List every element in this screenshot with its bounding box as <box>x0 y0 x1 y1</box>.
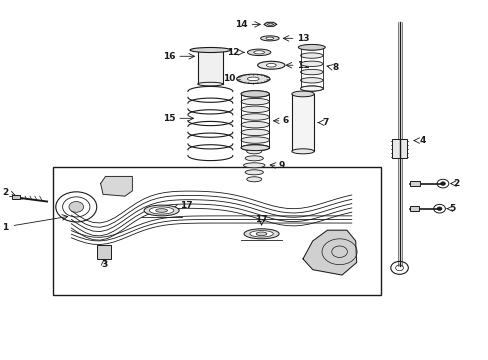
Bar <box>12 195 20 199</box>
Bar <box>97 245 111 259</box>
Text: 17: 17 <box>180 201 192 210</box>
Bar <box>391 139 407 158</box>
Ellipse shape <box>244 156 263 161</box>
Text: 14: 14 <box>235 20 247 29</box>
Ellipse shape <box>266 63 276 67</box>
Ellipse shape <box>241 91 269 97</box>
Ellipse shape <box>244 229 279 239</box>
Ellipse shape <box>241 145 269 150</box>
Text: 4: 4 <box>418 136 425 145</box>
Ellipse shape <box>243 163 264 168</box>
Text: 15: 15 <box>163 114 175 123</box>
Ellipse shape <box>298 44 325 50</box>
Bar <box>291 94 314 151</box>
Ellipse shape <box>253 51 264 54</box>
Text: 11: 11 <box>297 61 309 70</box>
Ellipse shape <box>291 91 314 97</box>
Ellipse shape <box>149 207 173 214</box>
Text: 7: 7 <box>322 118 328 127</box>
Polygon shape <box>101 176 132 196</box>
Ellipse shape <box>246 177 261 182</box>
Ellipse shape <box>190 48 230 53</box>
Ellipse shape <box>241 144 269 151</box>
Text: 3: 3 <box>101 260 107 269</box>
Ellipse shape <box>300 69 323 75</box>
Polygon shape <box>303 230 356 275</box>
Ellipse shape <box>247 77 259 81</box>
Text: 8: 8 <box>331 63 338 72</box>
Text: 5: 5 <box>448 204 455 213</box>
Ellipse shape <box>300 86 323 91</box>
Circle shape <box>440 182 445 185</box>
Ellipse shape <box>241 106 269 113</box>
Circle shape <box>69 202 83 212</box>
Circle shape <box>436 207 441 211</box>
Bar <box>53 167 380 295</box>
Text: 16: 16 <box>163 52 175 61</box>
Bar <box>409 206 418 211</box>
Bar <box>197 50 223 84</box>
Text: 10: 10 <box>223 75 235 84</box>
Ellipse shape <box>249 230 273 237</box>
Ellipse shape <box>246 149 261 154</box>
Ellipse shape <box>241 137 269 143</box>
Ellipse shape <box>300 61 323 67</box>
Ellipse shape <box>300 45 323 50</box>
Text: 13: 13 <box>297 34 309 43</box>
Ellipse shape <box>156 209 167 212</box>
Ellipse shape <box>241 114 269 120</box>
Ellipse shape <box>265 37 273 40</box>
Ellipse shape <box>260 36 279 41</box>
Text: 12: 12 <box>226 48 239 57</box>
Ellipse shape <box>291 149 314 154</box>
Ellipse shape <box>300 53 323 58</box>
Text: 6: 6 <box>282 116 288 125</box>
Ellipse shape <box>247 49 270 55</box>
Ellipse shape <box>241 129 269 136</box>
Ellipse shape <box>144 205 179 216</box>
Text: 2: 2 <box>2 188 9 197</box>
Ellipse shape <box>244 170 263 175</box>
Ellipse shape <box>256 232 266 235</box>
Ellipse shape <box>241 98 269 105</box>
Ellipse shape <box>257 61 285 69</box>
Ellipse shape <box>197 82 223 86</box>
Text: 9: 9 <box>278 161 285 170</box>
Polygon shape <box>264 22 276 26</box>
Ellipse shape <box>236 74 269 84</box>
Text: 1: 1 <box>2 223 9 232</box>
Ellipse shape <box>300 78 323 83</box>
Bar <box>409 181 419 186</box>
Ellipse shape <box>300 86 323 91</box>
Ellipse shape <box>241 121 269 128</box>
Text: 2: 2 <box>452 179 459 188</box>
Text: 17: 17 <box>255 215 267 224</box>
Ellipse shape <box>241 91 269 97</box>
